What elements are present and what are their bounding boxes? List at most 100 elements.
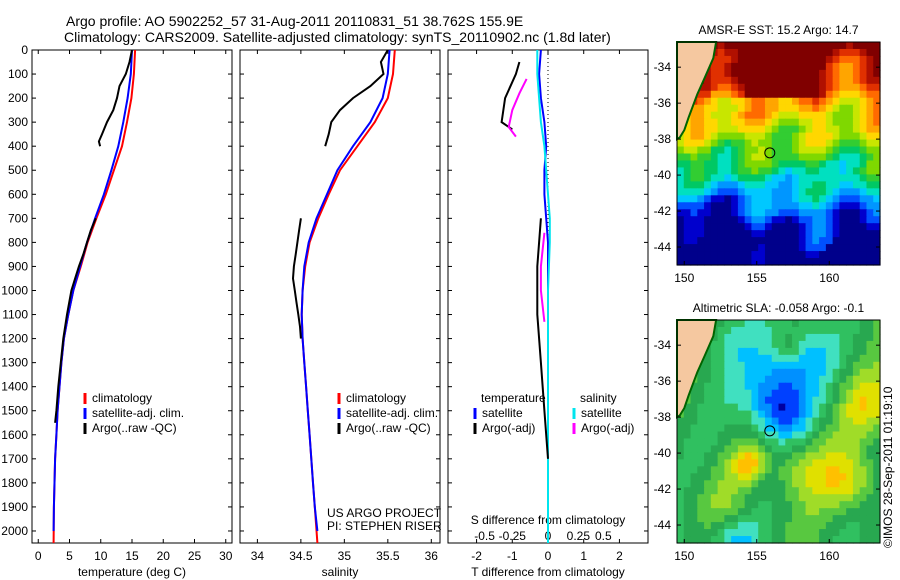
map-cell	[751, 132, 759, 141]
map-cell	[873, 90, 881, 99]
series-temperature-argo-adj-deep	[536, 218, 549, 459]
map-cell	[832, 452, 840, 460]
map-cell	[697, 466, 705, 474]
map-cell	[751, 501, 759, 509]
map-cell	[819, 333, 827, 342]
map-cell	[771, 508, 780, 516]
map-cell	[744, 431, 753, 440]
map-cell	[873, 209, 881, 217]
map-cell	[846, 340, 854, 349]
map-cell	[690, 424, 698, 433]
map-cell	[819, 223, 827, 231]
map-cell	[873, 508, 881, 516]
map-cell	[778, 160, 786, 169]
map-cell	[771, 403, 780, 412]
map-cell	[866, 403, 874, 412]
map-cell	[873, 410, 881, 419]
map-cell	[771, 424, 780, 433]
map-cell	[852, 340, 861, 349]
map-cell	[812, 174, 820, 182]
map-cell	[812, 501, 820, 509]
map-cell	[751, 522, 759, 530]
map-cell	[839, 62, 847, 71]
map-cell	[825, 69, 834, 78]
map-cell	[859, 361, 868, 370]
map-cell	[852, 396, 861, 405]
map-cell	[785, 230, 793, 238]
map-cell	[677, 536, 685, 544]
map-cell	[798, 125, 807, 134]
map-cell	[764, 167, 773, 176]
map-cell	[778, 354, 786, 363]
map-cell	[737, 466, 746, 474]
map-cell	[839, 396, 847, 405]
map-cell	[778, 452, 786, 460]
map-cell	[778, 438, 786, 447]
map-cell	[832, 354, 840, 363]
map-cell	[798, 417, 807, 426]
lat-tick-label: -36	[654, 96, 672, 110]
map-cell	[737, 417, 746, 426]
map-cell	[798, 209, 807, 217]
map-cell	[832, 216, 840, 224]
map-cell	[839, 494, 847, 502]
map-cell	[751, 153, 759, 162]
map-cell	[792, 174, 800, 182]
map-cell	[737, 424, 746, 433]
map-cell	[852, 501, 861, 509]
map-cell	[798, 118, 807, 127]
map-cell	[710, 223, 719, 231]
map-cell	[798, 480, 807, 488]
map-cell	[683, 223, 692, 231]
map-cell	[839, 473, 847, 481]
map-cell	[825, 340, 834, 349]
map-cell	[704, 396, 712, 405]
map-cell	[758, 83, 766, 92]
map-cell	[832, 445, 840, 454]
map-cell	[731, 354, 739, 363]
map-cell	[873, 167, 881, 176]
map-cell	[744, 522, 753, 530]
map-cell	[731, 320, 739, 328]
map-cell	[866, 459, 874, 467]
map-cell	[764, 347, 773, 356]
map-cell	[704, 174, 712, 182]
map-cell	[751, 410, 759, 419]
map-cell	[832, 529, 840, 537]
map-cell	[677, 195, 685, 203]
map-cell	[798, 347, 807, 356]
map-cell	[792, 132, 800, 141]
map-cell	[859, 375, 868, 384]
map-cell	[785, 375, 793, 384]
map-cell	[859, 202, 868, 210]
map-cell	[819, 466, 827, 474]
map-cell	[677, 188, 685, 196]
lat-tick-label: -34	[654, 338, 672, 352]
map-cell	[704, 487, 712, 495]
map-cell	[819, 508, 827, 516]
map-cell	[724, 188, 732, 196]
map-cell	[778, 174, 786, 182]
map-cell	[832, 333, 840, 342]
map-cell	[798, 132, 807, 141]
map-cell	[737, 480, 746, 488]
map-cell	[758, 216, 766, 224]
map-cell	[717, 522, 725, 530]
map-cell	[717, 340, 725, 349]
map-cell	[805, 529, 813, 537]
map-cell	[798, 83, 807, 92]
map-cell	[812, 55, 820, 64]
map-cell	[846, 223, 854, 231]
map-cell	[819, 209, 827, 217]
map-cell	[819, 529, 827, 537]
map-cell	[812, 368, 820, 377]
map-cell	[805, 480, 813, 488]
map-cell	[839, 223, 847, 231]
map-cell	[812, 515, 820, 523]
map-cell	[839, 202, 847, 210]
map-cell	[825, 417, 834, 426]
map-cell	[825, 118, 834, 127]
map-cell	[771, 76, 780, 85]
map-cell	[697, 202, 705, 210]
map-cell	[866, 522, 874, 530]
